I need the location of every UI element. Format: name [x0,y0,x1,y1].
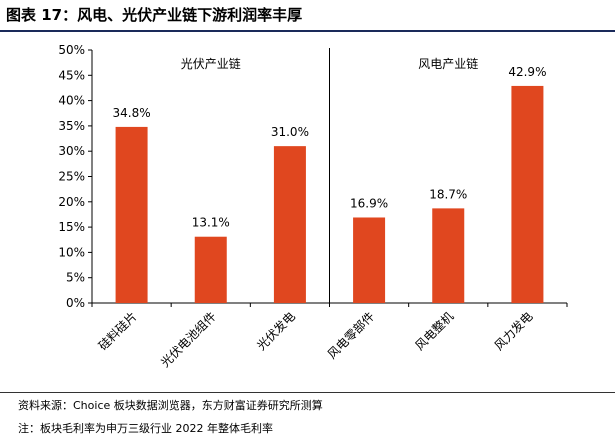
y-tick-label: 35% [58,119,85,133]
y-tick-label: 40% [58,94,85,108]
y-tick-label: 0% [66,296,85,310]
bar [353,217,386,303]
y-tick-label: 20% [58,195,85,209]
group-label: 光伏产业链 [181,56,241,71]
source-note: 资料来源：Choice 板块数据浏览器，东方财富证券研究所测算 [18,399,323,412]
data-label: 13.1% [192,216,230,230]
bar [115,126,148,303]
data-label: 42.9% [508,65,546,79]
bar [432,208,465,303]
data-label: 31.0% [271,125,309,139]
bar [511,85,544,304]
category-label: 风电整机 [412,309,457,354]
category-label: 硅料硅片 [96,309,140,353]
category-label: 光伏电池组件 [158,309,219,370]
category-label: 光伏发电 [253,309,298,354]
footer-divider [0,392,615,393]
title-divider [0,30,615,32]
y-tick-label: 5% [66,271,85,285]
y-tick-label: 30% [58,144,85,158]
bar [273,146,306,303]
y-tick-label: 50% [58,43,85,57]
data-label: 16.9% [350,196,388,210]
category-label: 风电零部件 [324,309,377,362]
data-label: 18.7% [429,187,467,201]
bar [194,236,227,303]
chart-title: 图表 17：风电、光伏产业链下游利润率丰厚 [6,6,303,24]
y-tick-label: 15% [58,220,85,234]
bar-chart: 0% 5% 10% 15% 20% 25% 30% 35% 40% 45% 50% 光伏产业链 风电产业… [58,43,568,370]
y-tick-label: 25% [58,170,85,184]
data-label: 34.8% [113,106,151,120]
group-label: 风电产业链 [418,56,478,71]
y-tick-label: 45% [58,68,85,82]
footnote: 注：板块毛利率为申万三级行业 2022 年整体毛利率 [18,422,273,435]
y-tick-label: 10% [58,245,85,259]
category-label: 风力发电 [491,309,536,354]
